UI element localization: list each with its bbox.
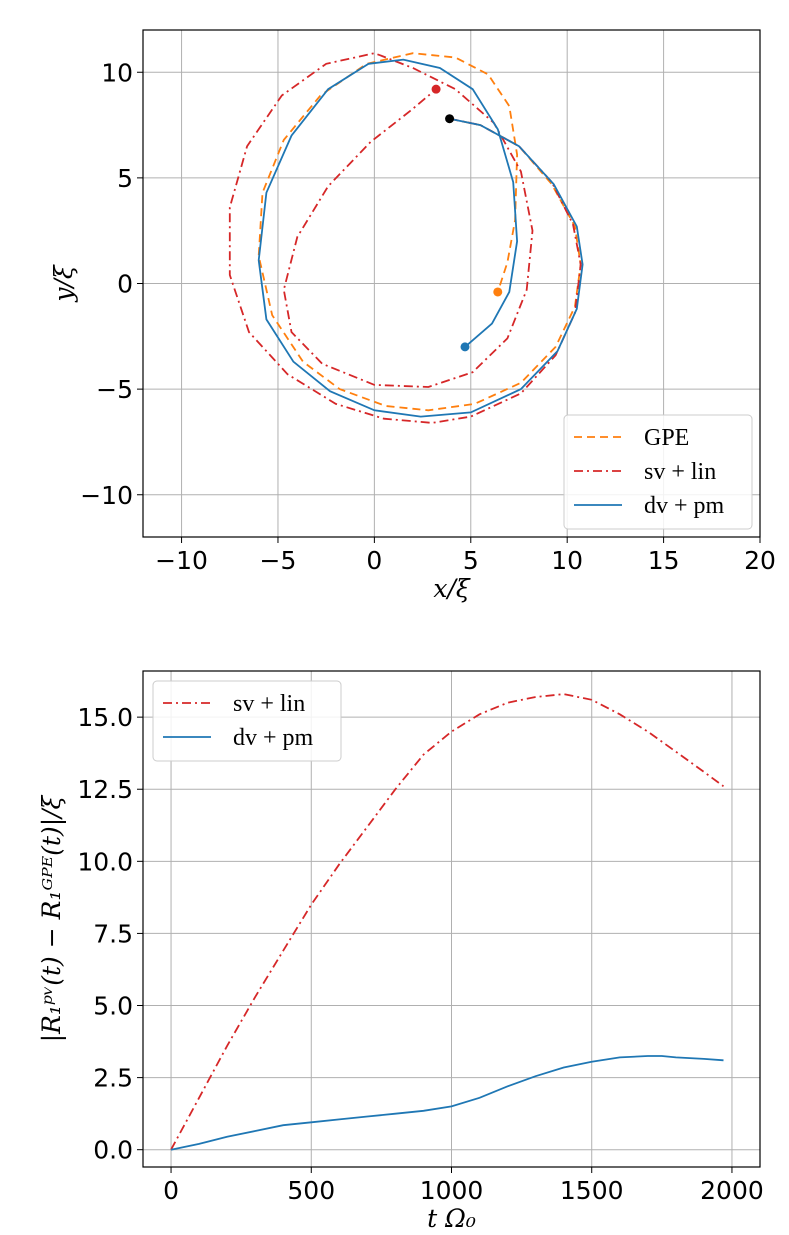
legend-label: dv + pm [233, 725, 314, 751]
y-tick-label: 10 [101, 58, 133, 87]
series-line-sv-lin [228, 52, 582, 424]
legend-box [563, 414, 753, 530]
x-tick-label: 1000 [420, 1176, 484, 1205]
x-axis-label: t Ω₀ [427, 1204, 476, 1233]
end-marker [493, 287, 503, 297]
legend-label: GPE [644, 425, 689, 451]
series-line-sv-lin [170, 693, 725, 1151]
x-tick-label: 1500 [560, 1176, 624, 1205]
y-tick-label: 7.5 [93, 919, 133, 948]
x-tick-label: 0 [163, 1176, 179, 1205]
y-tick-label: 0 [117, 270, 133, 299]
y-tick-label: 5.0 [93, 992, 133, 1021]
legend-label: sv + lin [644, 459, 716, 485]
y-tick-label: 15.0 [77, 703, 133, 732]
trajectory-plot: −10 −5 0 5 10 15 20 −10 −5 0 5 10 x/ξ y/ξ GPE sv + lin d… [49, 29, 776, 603]
series-line-dv-pm [170, 1055, 724, 1151]
legend-box [152, 680, 342, 762]
legend-label: sv + lin [233, 691, 305, 717]
end-marker [431, 84, 441, 94]
legend-label: dv + pm [644, 493, 725, 519]
y-tick-label: −10 [80, 481, 133, 510]
x-tick-label: 20 [744, 546, 776, 575]
x-tick-label: 5 [463, 546, 479, 575]
y-axis-label: |R₁ᵖᵛ(t) − R₁ᴳᴾᴱ(t)|/ξ [37, 794, 67, 1042]
series-line-dv-pm [257, 58, 584, 418]
x-tick-label: 15 [648, 546, 680, 575]
x-tick-label: −5 [260, 546, 297, 575]
y-tick-label: 5 [117, 164, 133, 193]
deviation-plot: 0 500 1000 1500 2000 0.0 2.5 5.0 7.5 10.0 12.5 15.0… [37, 670, 764, 1233]
x-tick-label: 10 [551, 546, 583, 575]
y-tick-label: 10.0 [77, 847, 133, 876]
y-tick-label: −5 [96, 375, 133, 404]
series-group [170, 693, 725, 1151]
y-tick-label: 12.5 [77, 775, 133, 804]
x-axis-label: x/ξ [433, 574, 471, 603]
y-axis-label: y/ξ [49, 264, 78, 303]
x-tick-label: 500 [287, 1176, 335, 1205]
x-tick-label: 2000 [700, 1176, 764, 1205]
series-line-gpe [257, 52, 582, 412]
start-marker [445, 114, 455, 124]
series-group [228, 52, 584, 424]
end-marker [460, 342, 470, 352]
y-tick-label: 2.5 [93, 1064, 133, 1093]
x-tick-label: 0 [366, 546, 382, 575]
y-tick-label: 0.0 [93, 1136, 133, 1165]
x-tick-label: −10 [155, 546, 208, 575]
